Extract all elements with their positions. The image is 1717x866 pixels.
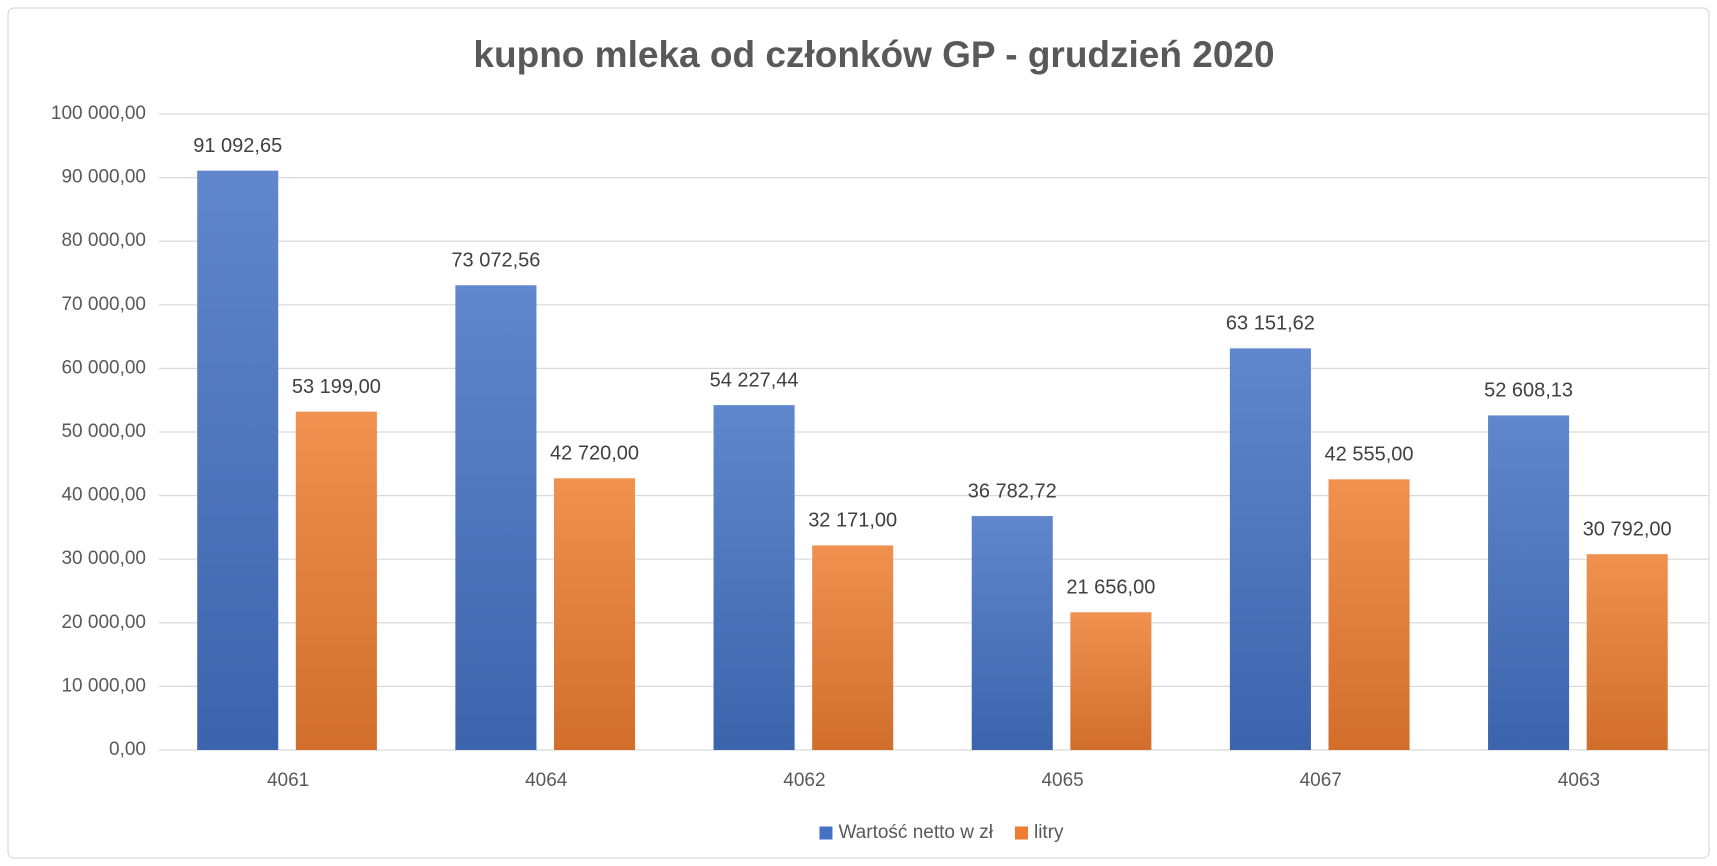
data-label: 54 227,44 [710, 369, 799, 391]
data-label: 36 782,72 [968, 480, 1057, 502]
legend-swatch [1014, 826, 1028, 840]
bar [455, 285, 537, 750]
y-tick-label: 10 000,00 [61, 675, 146, 696]
data-label: 32 171,00 [808, 510, 897, 532]
x-tick-label: 4064 [525, 770, 568, 791]
bar [553, 478, 636, 750]
x-tick-label: 4061 [267, 770, 309, 791]
bar [713, 405, 795, 750]
bar [971, 516, 1053, 750]
chart-title: kupno mleka od członków GP - grudzień 20… [473, 34, 1274, 75]
bar [1070, 612, 1152, 750]
bar [1229, 348, 1311, 750]
bar [812, 545, 894, 750]
data-label: 42 555,00 [1325, 444, 1414, 466]
y-tick-label: 100 000,00 [51, 103, 146, 124]
data-label: 73 072,56 [451, 250, 540, 272]
bar [295, 411, 377, 750]
bar [197, 170, 279, 750]
legend-label: Wartość netto w zł [838, 822, 993, 843]
x-tick-label: 4067 [1300, 770, 1342, 791]
data-label: 42 720,00 [550, 443, 639, 465]
y-tick-label: 70 000,00 [61, 294, 146, 315]
data-label: 91 092,65 [193, 135, 282, 157]
y-tick-label: 80 000,00 [61, 230, 146, 251]
data-label: 21 656,00 [1066, 577, 1155, 599]
bar [1586, 554, 1668, 750]
y-tick-label: 20 000,00 [61, 612, 146, 633]
data-label: 52 608,13 [1484, 380, 1573, 402]
y-tick-label: 50 000,00 [61, 421, 146, 442]
data-label: 53 199,00 [292, 376, 381, 398]
y-tick-label: 40 000,00 [61, 485, 146, 506]
y-tick-label: 60 000,00 [61, 357, 146, 378]
y-tick-label: 0,00 [109, 739, 146, 760]
x-tick-label: 4065 [1041, 770, 1083, 791]
x-tick-label: 4063 [1558, 770, 1600, 791]
y-tick-label: 30 000,00 [61, 548, 146, 569]
bar [1488, 415, 1570, 750]
data-label: 30 792,00 [1583, 518, 1672, 540]
y-tick-label: 90 000,00 [61, 167, 146, 188]
x-tick-label: 4062 [783, 770, 825, 791]
data-label: 63 151,62 [1226, 313, 1315, 335]
bar [1328, 479, 1410, 750]
legend-label: litry [1034, 822, 1064, 843]
legend-swatch [819, 826, 833, 840]
